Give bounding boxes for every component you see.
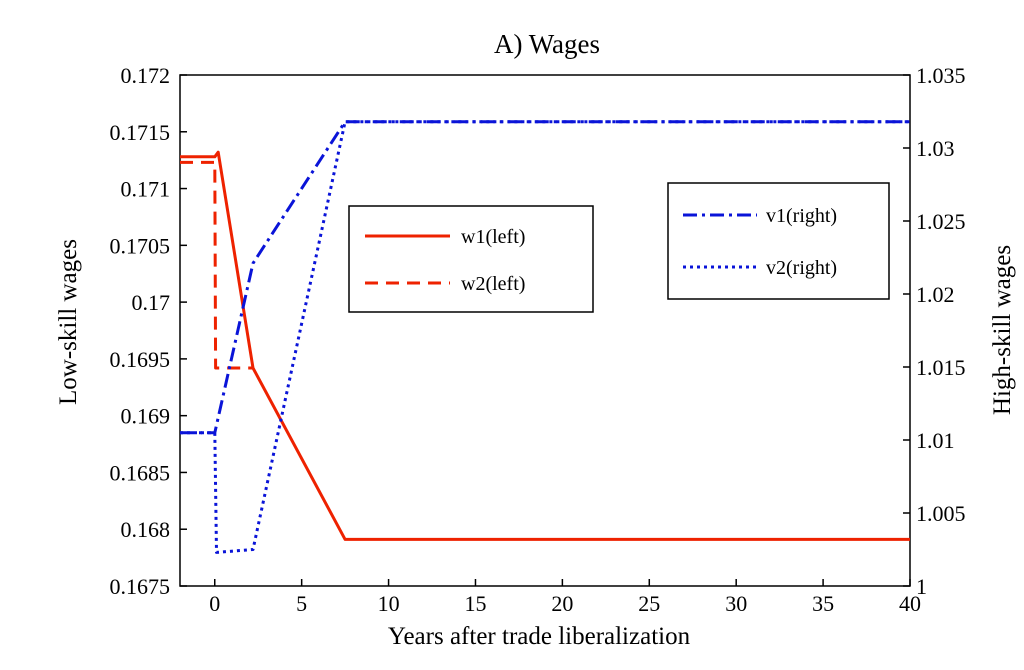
x-tick-label: 20 — [551, 591, 573, 616]
x-tick-label: 10 — [378, 591, 400, 616]
series-layer — [180, 120, 910, 554]
x-tick-label: 40 — [899, 591, 921, 616]
series-line-2 — [180, 160, 253, 370]
legend-right-box — [667, 182, 890, 300]
legend-right: v1(right) v2(right) — [667, 182, 890, 300]
y-right-tick-label: 1 — [916, 574, 927, 599]
y-right-tick-label: 1.02 — [916, 282, 955, 307]
x-tick-label: 0 — [209, 591, 220, 616]
y-left-tick-label: 0.1695 — [110, 347, 171, 372]
legend-label-v1: v1(right) — [766, 205, 837, 227]
legend-label-w2: w2(left) — [461, 273, 525, 295]
x-tick-label: 15 — [464, 591, 486, 616]
y-left-tick-label: 0.1715 — [110, 120, 171, 145]
y-right-tick-label: 1.01 — [916, 428, 955, 453]
right-y-axis-label: High-skill wages — [989, 245, 1016, 415]
y-right-tick-label: 1.015 — [916, 355, 966, 380]
y-right-tick-label: 1.005 — [916, 501, 966, 526]
series-line-4 — [180, 120, 910, 554]
series-line-3 — [180, 120, 910, 435]
legend-left-box — [348, 205, 594, 313]
chart-title: A) Wages — [494, 29, 600, 59]
x-axis: 0 5 10 15 20 25 30 35 40 — [209, 579, 921, 616]
y-left-tick-label: 0.17 — [132, 290, 171, 315]
x-tick-label: 30 — [725, 591, 747, 616]
legend-label-w1: w1(left) — [461, 226, 525, 248]
x-tick-label: 5 — [296, 591, 307, 616]
legend-label-v2: v2(right) — [766, 257, 837, 279]
y-right-tick-label: 1.025 — [916, 209, 966, 234]
y-right-tick-label: 1.03 — [916, 136, 955, 161]
series-line-1 — [180, 150, 910, 541]
y-left-tick-label: 0.1675 — [110, 574, 171, 599]
legend-left: w1(left) w2(left) — [348, 205, 594, 313]
right-y-axis: 1 1.005 1.01 1.015 1.02 1.025 1.03 1.035 — [903, 63, 966, 599]
y-left-tick-label: 0.171 — [121, 177, 171, 202]
y-right-tick-label: 1.035 — [916, 63, 966, 88]
x-tick-label: 35 — [812, 591, 834, 616]
y-left-tick-label: 0.1685 — [110, 460, 171, 485]
x-axis-label: Years after trade liberalization — [388, 623, 691, 650]
y-left-tick-label: 0.169 — [121, 404, 171, 429]
plot-frame — [179, 74, 911, 587]
x-tick-label: 25 — [638, 591, 660, 616]
left-y-axis: 0.1675 0.168 0.1685 0.169 0.1695 0.17 0.1705 0.… — [110, 63, 187, 599]
y-left-tick-label: 0.172 — [121, 63, 171, 88]
y-left-tick-label: 0.1705 — [110, 233, 171, 258]
y-left-tick-label: 0.168 — [121, 517, 171, 542]
left-y-axis-label: Low-skill wages — [55, 239, 82, 405]
